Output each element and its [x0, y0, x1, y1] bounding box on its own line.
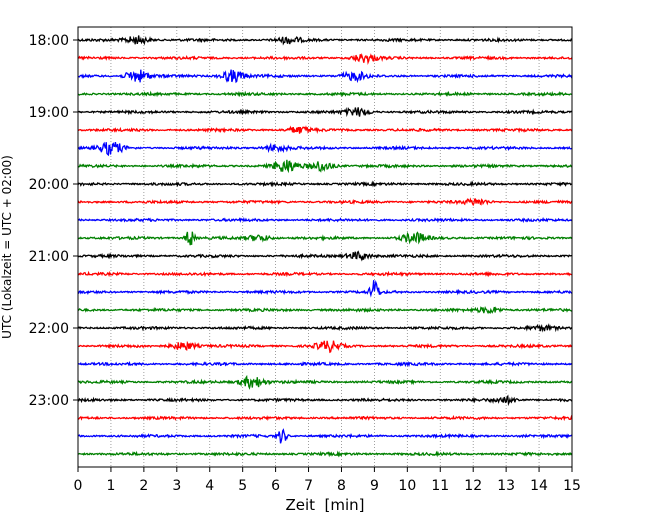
- trace-line: [77, 180, 573, 188]
- x-tick-label: 11: [431, 478, 449, 494]
- trace-line: [77, 231, 573, 246]
- x-tick-label: 15: [563, 478, 581, 494]
- trace-line: [77, 35, 573, 46]
- trace-line: [77, 197, 573, 207]
- y-axis-label: UTC (Lokalzeit = UTC + 02:00): [0, 155, 14, 339]
- x-tick-label: 10: [398, 478, 416, 494]
- x-tick-label: 12: [464, 478, 482, 494]
- x-tick-label: 3: [172, 478, 181, 494]
- y-tick-label: 23:00: [29, 393, 69, 409]
- x-tick-label: 0: [74, 478, 83, 494]
- trace-line: [77, 280, 573, 298]
- trace-line: [77, 414, 573, 422]
- trace-line: [77, 250, 573, 262]
- y-tick-label: 19:00: [29, 105, 69, 121]
- trace-line: [77, 90, 573, 98]
- trace-line: [77, 125, 573, 135]
- x-axis-label: Zeit [min]: [285, 496, 364, 514]
- x-tick-label: 14: [530, 478, 548, 494]
- x-tick-label: 8: [337, 478, 346, 494]
- x-tick-label: 9: [370, 478, 379, 494]
- trace-line: [77, 69, 573, 84]
- trace-line: [77, 394, 573, 407]
- y-tick-label: 22:00: [29, 321, 69, 337]
- x-tick-label: 7: [304, 478, 313, 494]
- trace-line: [77, 159, 573, 174]
- plot-frame: [77, 26, 573, 468]
- trace-line: [77, 52, 573, 65]
- trace-line: [77, 141, 573, 157]
- x-axis-ticks: 0 1 2 3 4 5 6 7 8 9 10 11 12 13 14 15: [74, 467, 581, 494]
- seismic-traces: [77, 35, 573, 458]
- x-tick-label: 5: [238, 478, 247, 494]
- y-tick-label: 18:00: [29, 33, 69, 49]
- trace-line: [77, 323, 573, 333]
- trace-line: [77, 340, 573, 354]
- x-tick-label: 6: [271, 478, 280, 494]
- trace-line: [77, 306, 573, 315]
- grid-lines: [110, 27, 540, 467]
- y-tick-label: 20:00: [29, 177, 69, 193]
- x-tick-label: 4: [205, 478, 214, 494]
- y-axis-ticks: 18:00 19:00 20:00 21:00 22:00 23:00: [29, 33, 78, 409]
- trace-line: [77, 270, 573, 278]
- x-tick-label: 1: [106, 478, 115, 494]
- y-tick-label: 21:00: [29, 249, 69, 265]
- trace-line: [77, 216, 573, 224]
- trace-line: [77, 360, 573, 368]
- trace-line: [77, 374, 573, 390]
- x-tick-label: 2: [139, 478, 148, 494]
- x-tick-label: 13: [497, 478, 515, 494]
- trace-line: [77, 450, 573, 458]
- trace-line: [77, 428, 573, 444]
- trace-line: [77, 106, 573, 118]
